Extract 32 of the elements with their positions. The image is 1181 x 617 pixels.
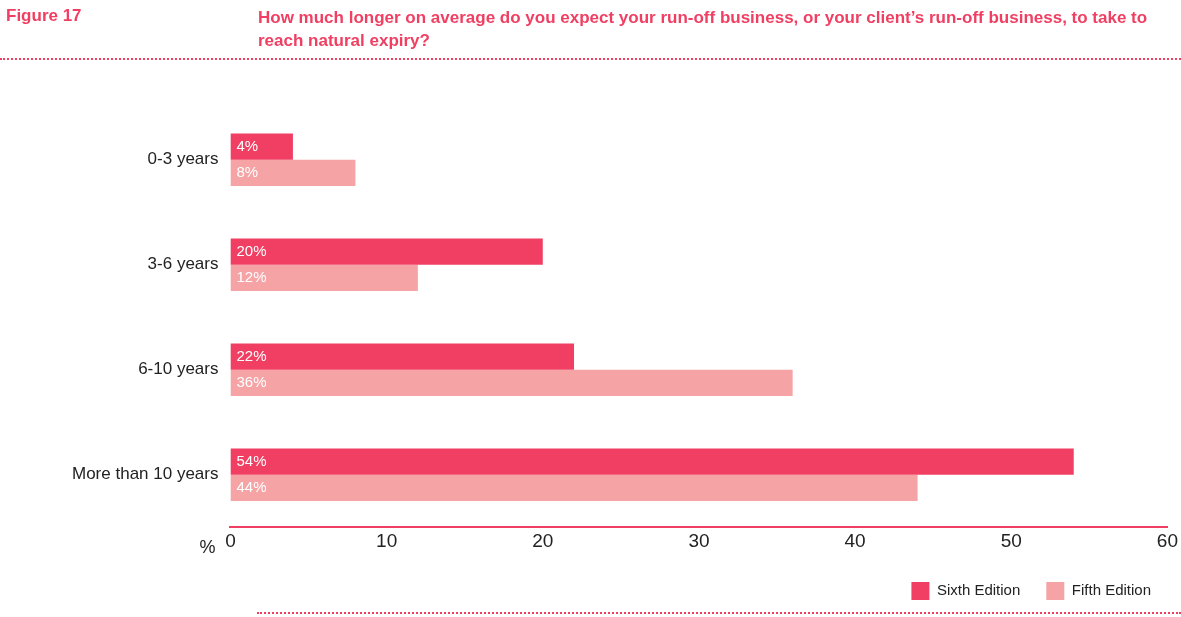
x-tick-label: 10: [376, 529, 398, 551]
bar: [230, 238, 543, 265]
x-tick-label: 50: [1000, 529, 1022, 551]
data-label: 36%: [236, 372, 267, 390]
x-axis-title: %: [199, 537, 216, 558]
x-tick-label: 0: [225, 529, 236, 551]
legend-label: Fifth Edition: [1071, 581, 1152, 599]
data-label: 12%: [236, 267, 267, 285]
bar: [230, 264, 418, 291]
bar: [230, 474, 918, 501]
x-tick-label: 20: [532, 529, 554, 551]
chart-title: How much longer on average do you expect your run-off business, or your client’s run-off business, to take to reach natural expiry?: [258, 7, 1149, 52]
data-label: 8%: [236, 162, 259, 180]
x-tick-label: 60: [1156, 529, 1178, 551]
data-label: 20%: [236, 241, 267, 259]
bar: [230, 133, 293, 160]
legend-label: Sixth Edition: [936, 581, 1021, 599]
data-label: 22%: [236, 346, 267, 364]
y-tick-label: 6-10 years: [138, 359, 219, 379]
data-label: 4%: [236, 136, 259, 154]
bar: [230, 448, 1074, 475]
bar: [230, 343, 575, 370]
data-label: 44%: [236, 477, 267, 495]
x-tick-label: 40: [844, 529, 866, 551]
bar: [230, 369, 793, 396]
data-label: 54%: [236, 451, 267, 469]
bar: [230, 159, 356, 186]
x-tick-label: 30: [688, 529, 710, 551]
y-tick-label: 0-3 years: [147, 149, 219, 169]
y-tick-label: More than 10 years: [72, 464, 219, 484]
y-tick-label: 3-6 years: [147, 254, 219, 274]
caption: Figure 17: [6, 6, 82, 26]
